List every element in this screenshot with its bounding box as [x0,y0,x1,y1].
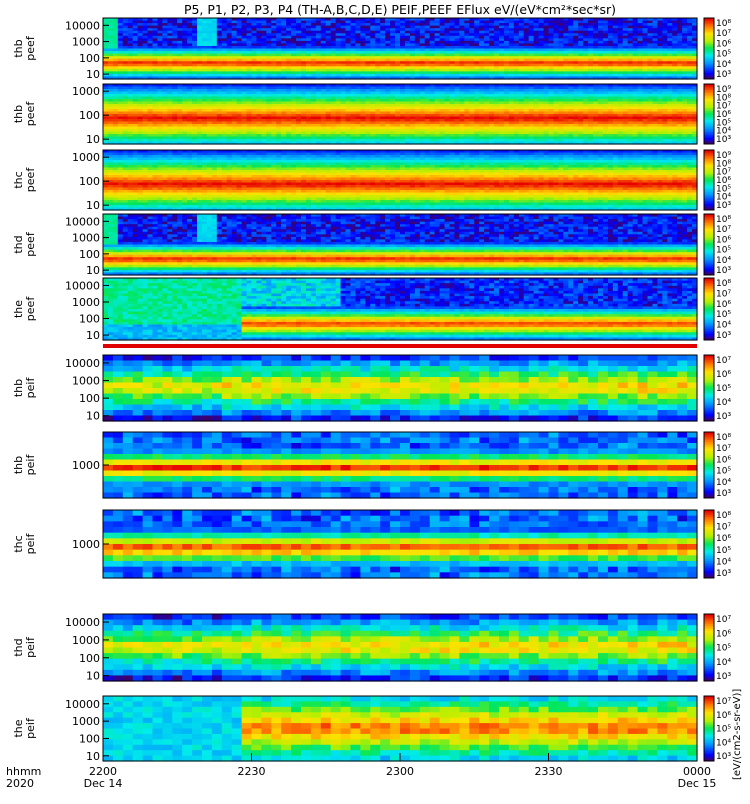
y-tick-label: 100 [79,52,100,65]
y-tick-label: 1000 [72,36,100,49]
panel-ylabel: peef [24,35,37,61]
y-tick-label: 10 [86,68,100,81]
y-tick-label: 10000 [65,19,100,32]
chart-title: P5, P1, P2, P3, P4 (TH-A,B,C,D,E) PEIF,P… [184,2,616,17]
